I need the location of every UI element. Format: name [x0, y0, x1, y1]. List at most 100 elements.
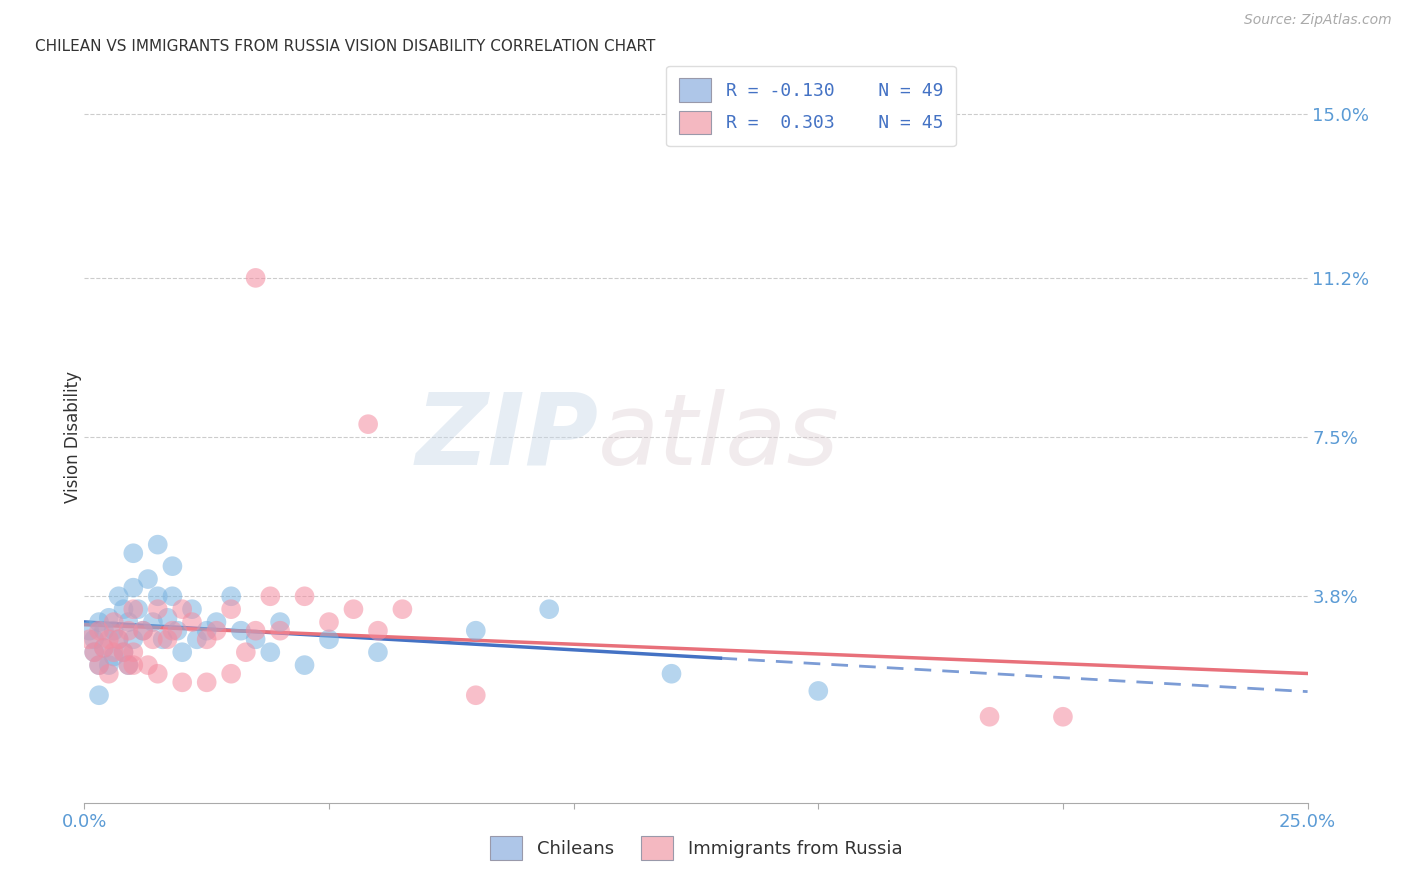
Point [107, 589, 129, 603]
Point [245, 632, 267, 647]
Point [181, 615, 204, 629]
Point [87, 658, 110, 673]
Legend: Chileans, Immigrants from Russia: Chileans, Immigrants from Russia [482, 830, 910, 867]
Point [269, 615, 291, 629]
Point [205, 624, 228, 638]
Point [112, 645, 135, 659]
Point [464, 688, 486, 702]
Point [142, 632, 165, 647]
Text: ZIP: ZIP [415, 389, 598, 485]
Point [93, 640, 115, 655]
Point [136, 572, 159, 586]
Point [342, 602, 364, 616]
Point [97, 658, 120, 673]
Point [132, 624, 155, 638]
Point [229, 624, 252, 638]
Point [87, 624, 110, 638]
Point [142, 615, 165, 629]
Text: Source: ZipAtlas.com: Source: ZipAtlas.com [1244, 13, 1392, 28]
Point [107, 632, 129, 647]
Point [172, 675, 194, 690]
Point [181, 602, 204, 616]
Point [162, 589, 184, 603]
Point [87, 615, 110, 629]
Point [103, 645, 125, 659]
Point [127, 602, 149, 616]
Point [538, 602, 561, 616]
Point [152, 632, 174, 647]
Point [146, 589, 169, 603]
Point [318, 632, 340, 647]
Point [77, 624, 100, 638]
Point [122, 645, 145, 659]
Point [156, 632, 179, 647]
Point [117, 615, 139, 629]
Point [146, 602, 169, 616]
Point [661, 666, 683, 681]
Point [93, 624, 115, 638]
Point [112, 602, 135, 616]
Point [117, 658, 139, 673]
Point [97, 611, 120, 625]
Point [318, 615, 340, 629]
Point [391, 602, 413, 616]
Point [186, 632, 208, 647]
Y-axis label: Vision Disability: Vision Disability [65, 371, 82, 503]
Point [162, 559, 184, 574]
Point [195, 624, 218, 638]
Point [156, 611, 179, 625]
Point [162, 624, 184, 638]
Point [122, 581, 145, 595]
Point [245, 624, 267, 638]
Point [367, 624, 389, 638]
Point [136, 658, 159, 673]
Point [146, 538, 169, 552]
Point [83, 645, 105, 659]
Point [132, 624, 155, 638]
Point [97, 666, 120, 681]
Point [172, 602, 194, 616]
Point [245, 271, 267, 285]
Text: CHILEAN VS IMMIGRANTS FROM RUSSIA VISION DISABILITY CORRELATION CHART: CHILEAN VS IMMIGRANTS FROM RUSSIA VISION… [35, 38, 655, 54]
Point [979, 710, 1001, 724]
Point [294, 589, 316, 603]
Point [107, 632, 129, 647]
Point [117, 658, 139, 673]
Point [83, 645, 105, 659]
Point [77, 632, 100, 647]
Point [807, 684, 830, 698]
Point [117, 624, 139, 638]
Point [93, 640, 115, 655]
Point [103, 649, 125, 664]
Point [259, 589, 281, 603]
Point [219, 602, 242, 616]
Point [146, 666, 169, 681]
Point [195, 632, 218, 647]
Point [259, 645, 281, 659]
Point [103, 624, 125, 638]
Point [294, 658, 316, 673]
Point [357, 417, 380, 432]
Point [122, 546, 145, 560]
Point [122, 658, 145, 673]
Point [205, 615, 228, 629]
Point [219, 589, 242, 603]
Point [87, 688, 110, 702]
Point [367, 645, 389, 659]
Point [97, 632, 120, 647]
Point [464, 624, 486, 638]
Point [166, 624, 188, 638]
Point [112, 645, 135, 659]
Point [219, 666, 242, 681]
Point [195, 675, 218, 690]
Point [87, 658, 110, 673]
Point [235, 645, 257, 659]
Point [269, 624, 291, 638]
Point [1052, 710, 1074, 724]
Point [172, 645, 194, 659]
Point [83, 632, 105, 647]
Text: atlas: atlas [598, 389, 839, 485]
Point [122, 602, 145, 616]
Point [122, 632, 145, 647]
Point [103, 615, 125, 629]
